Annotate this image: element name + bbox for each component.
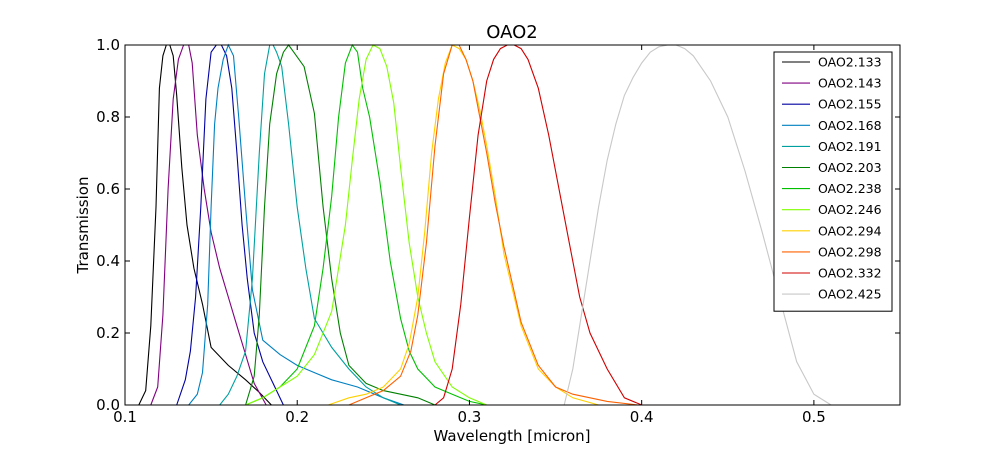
legend-label: OAO2.238 [818, 181, 882, 196]
legend-label: OAO2.203 [818, 160, 882, 175]
legend-label: OAO2.155 [818, 97, 882, 112]
legend-box [773, 51, 893, 312]
series-line-2 [150, 44, 267, 406]
legend-label: OAO2.294 [818, 223, 882, 238]
y-tick-label: 0.6 [96, 180, 120, 198]
legend-label: OAO2.168 [818, 118, 882, 133]
legend-label: OAO2.191 [818, 139, 882, 154]
legend-label: OAO2.143 [818, 76, 882, 91]
legend-label: OAO2.332 [818, 266, 882, 281]
series-line-6 [245, 44, 436, 406]
x-axis-title: Wavelength [micron] [433, 427, 590, 445]
x-tick-label: 0.2 [285, 408, 309, 426]
series-line-12 [563, 44, 832, 406]
series-line-5 [219, 44, 401, 406]
legend: OAO2.133 OAO2.143 OAO2.155 OAO2.168 OAO2.191… [773, 51, 893, 312]
series-line-10 [348, 44, 639, 406]
series-line-4 [188, 43, 405, 406]
x-tick-label: 0.4 [630, 408, 654, 426]
y-tick-label: 0.8 [96, 108, 120, 126]
x-tick-label: 0.5 [802, 408, 826, 426]
legend-label: OAO2.425 [818, 287, 882, 302]
plot-frame [124, 44, 901, 406]
legend-label: OAO2.298 [818, 244, 882, 259]
x-tick-label: 0.3 [458, 408, 482, 426]
legend-label: OAO2.246 [818, 202, 882, 217]
series-line-1 [138, 44, 272, 406]
series-line-11 [434, 44, 642, 406]
y-axis: 0.0 0.2 0.4 0.6 0.8 1.0 [96, 36, 900, 414]
plot-lines [138, 43, 832, 406]
y-tick-label: 0.0 [96, 396, 120, 414]
series-line-8 [245, 44, 487, 406]
y-tick-label: 0.2 [96, 324, 120, 342]
x-tick-label: 0.1 [113, 408, 137, 426]
x-axis: 0.1 0.2 0.3 0.4 0.5 [113, 45, 826, 426]
series-line-7 [245, 43, 487, 406]
y-tick-label: 0.4 [96, 252, 120, 270]
series-line-9 [328, 44, 599, 406]
series-line-3 [176, 44, 284, 406]
legend-label: OAO2.133 [818, 55, 882, 70]
y-tick-label: 1.0 [96, 36, 120, 54]
chart-title: OAO2 [486, 22, 537, 43]
y-axis-title: Transmission [74, 177, 92, 275]
